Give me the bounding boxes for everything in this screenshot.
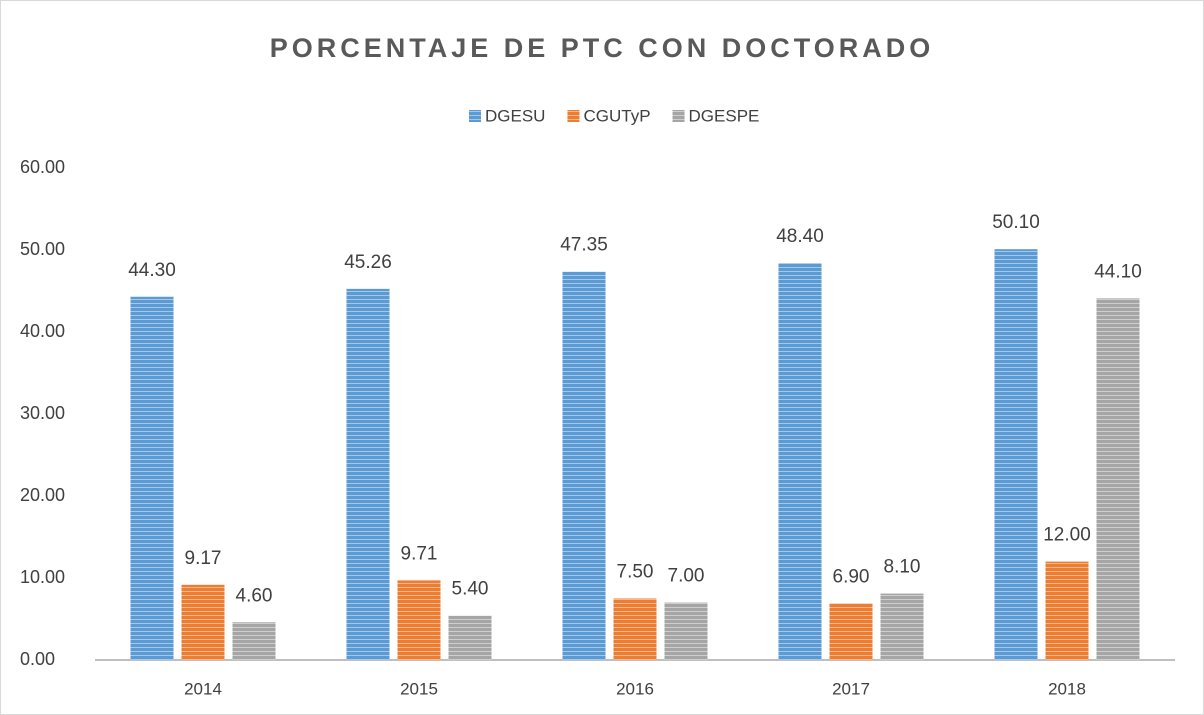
data-label: 12.00 (1043, 525, 1091, 546)
bar (1045, 561, 1089, 660)
x-tick-label: 2015 (400, 679, 438, 698)
data-label: 48.40 (776, 226, 824, 247)
y-tick-label: 20.00 (20, 485, 65, 505)
data-label: 7.00 (668, 566, 705, 587)
y-tick-label: 40.00 (20, 321, 65, 341)
bar (829, 603, 873, 660)
bar (613, 598, 657, 660)
legend-swatch (672, 110, 685, 122)
data-label: 45.26 (344, 252, 392, 273)
data-label: 6.90 (833, 566, 870, 587)
legend-swatch (469, 110, 481, 122)
data-label: 50.10 (992, 212, 1040, 233)
data-label: 44.10 (1094, 261, 1142, 282)
x-tick-label: 2018 (1048, 679, 1086, 698)
x-tick-label: 2017 (832, 679, 870, 698)
y-tick-label: 0.00 (20, 649, 55, 669)
bar (346, 288, 390, 660)
data-label: 5.40 (452, 579, 489, 600)
legend-label: CGUTyP (583, 106, 650, 125)
y-tick-label: 30.00 (20, 403, 65, 423)
bar (181, 584, 225, 660)
x-tick-label: 2014 (184, 679, 222, 698)
legend-swatch (567, 110, 580, 122)
legend-label: DGESPE (689, 106, 760, 125)
x-tick-label: 2016 (616, 679, 654, 698)
data-label: 47.35 (560, 235, 608, 256)
bar (448, 615, 492, 660)
data-label: 4.60 (236, 585, 273, 606)
chart-title: PORCENTAJE DE PTC CON DOCTORADO (270, 33, 935, 63)
data-label: 9.17 (185, 548, 222, 569)
data-label: 44.30 (128, 260, 176, 281)
bar (232, 622, 276, 660)
y-tick-label: 50.00 (20, 239, 65, 259)
bar (130, 296, 174, 660)
bar (562, 271, 606, 660)
legend-label: DGESU (485, 106, 545, 125)
bar (778, 263, 822, 660)
bar (664, 602, 708, 660)
bar (880, 593, 924, 660)
bar (1096, 298, 1140, 660)
y-tick-label: 10.00 (20, 567, 65, 587)
bar (994, 249, 1038, 660)
bar (397, 580, 441, 660)
data-label: 9.71 (401, 543, 438, 564)
y-tick-label: 60.00 (20, 157, 65, 177)
data-label: 8.10 (884, 557, 921, 578)
data-label: 7.50 (617, 562, 654, 583)
